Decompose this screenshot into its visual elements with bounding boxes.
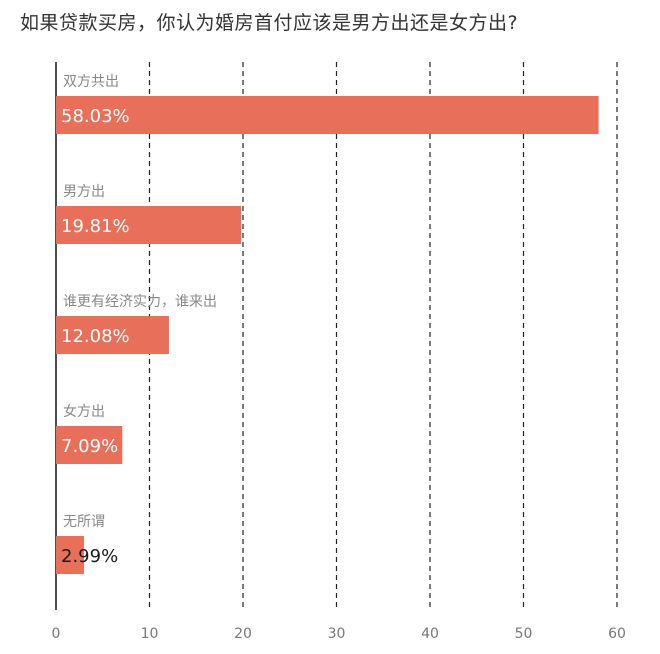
category-label: 无所谓 <box>63 514 105 530</box>
x-tick-label: 0 <box>52 626 61 642</box>
x-tick-label: 30 <box>328 626 346 642</box>
x-tick-label: 60 <box>608 626 626 642</box>
value-label: 2.99% <box>61 546 118 567</box>
value-label: 19.81% <box>61 216 130 237</box>
value-label: 7.09% <box>61 436 118 457</box>
x-tick-label: 10 <box>141 626 159 642</box>
category-label: 男方出 <box>63 184 105 200</box>
bar <box>56 316 169 354</box>
x-tick-label: 40 <box>421 626 439 642</box>
bar <box>56 426 123 464</box>
value-label: 58.03% <box>61 106 130 127</box>
category-label: 双方共出 <box>63 74 119 90</box>
chart-title: 如果贷款买房，你认为婚房首付应该是男方出还是女方出? <box>20 12 519 34</box>
bar <box>56 206 242 244</box>
x-tick-label: 50 <box>515 626 533 642</box>
category-label: 谁更有经济实力，谁来出 <box>63 294 217 310</box>
bar <box>56 96 599 134</box>
x-tick-label: 20 <box>234 626 252 642</box>
value-label: 12.08% <box>61 326 130 347</box>
bar <box>56 536 84 574</box>
category-label: 女方出 <box>63 403 105 420</box>
